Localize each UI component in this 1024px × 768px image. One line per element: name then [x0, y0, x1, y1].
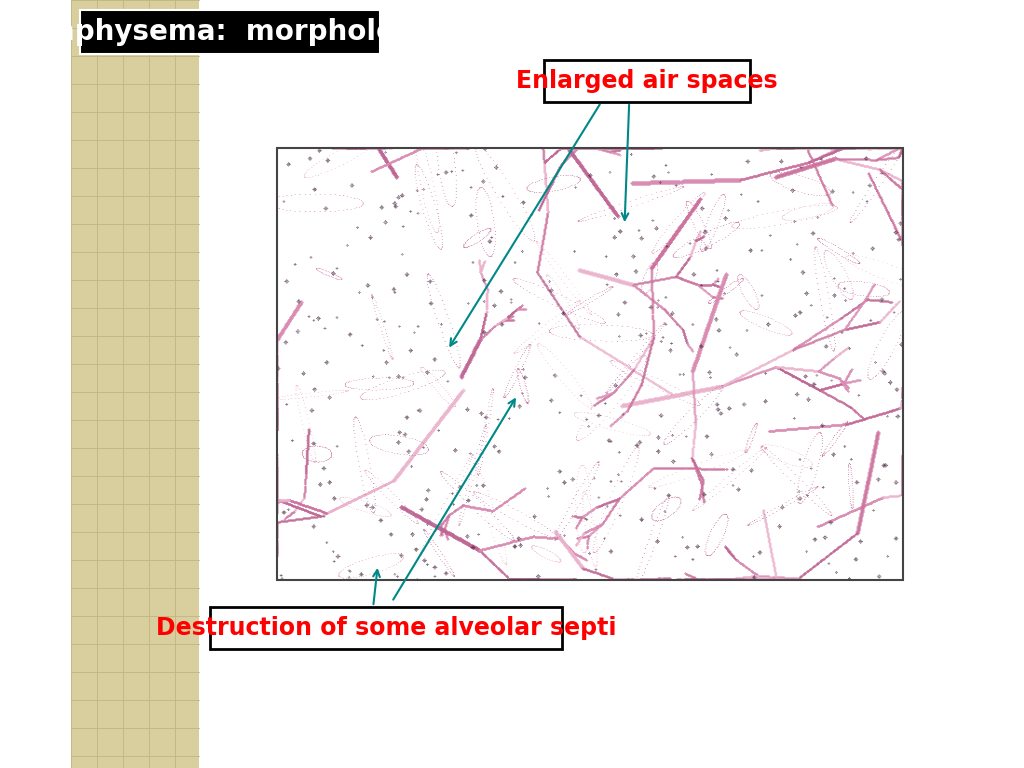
Text: Emphysema:  morphology: Emphysema: morphology [27, 18, 433, 46]
FancyBboxPatch shape [544, 60, 751, 102]
Text: Enlarged air spaces: Enlarged air spaces [516, 69, 777, 93]
Text: Destruction of some alveolar septi: Destruction of some alveolar septi [156, 616, 616, 640]
FancyBboxPatch shape [71, 0, 199, 768]
FancyBboxPatch shape [210, 607, 562, 649]
FancyBboxPatch shape [80, 10, 380, 54]
